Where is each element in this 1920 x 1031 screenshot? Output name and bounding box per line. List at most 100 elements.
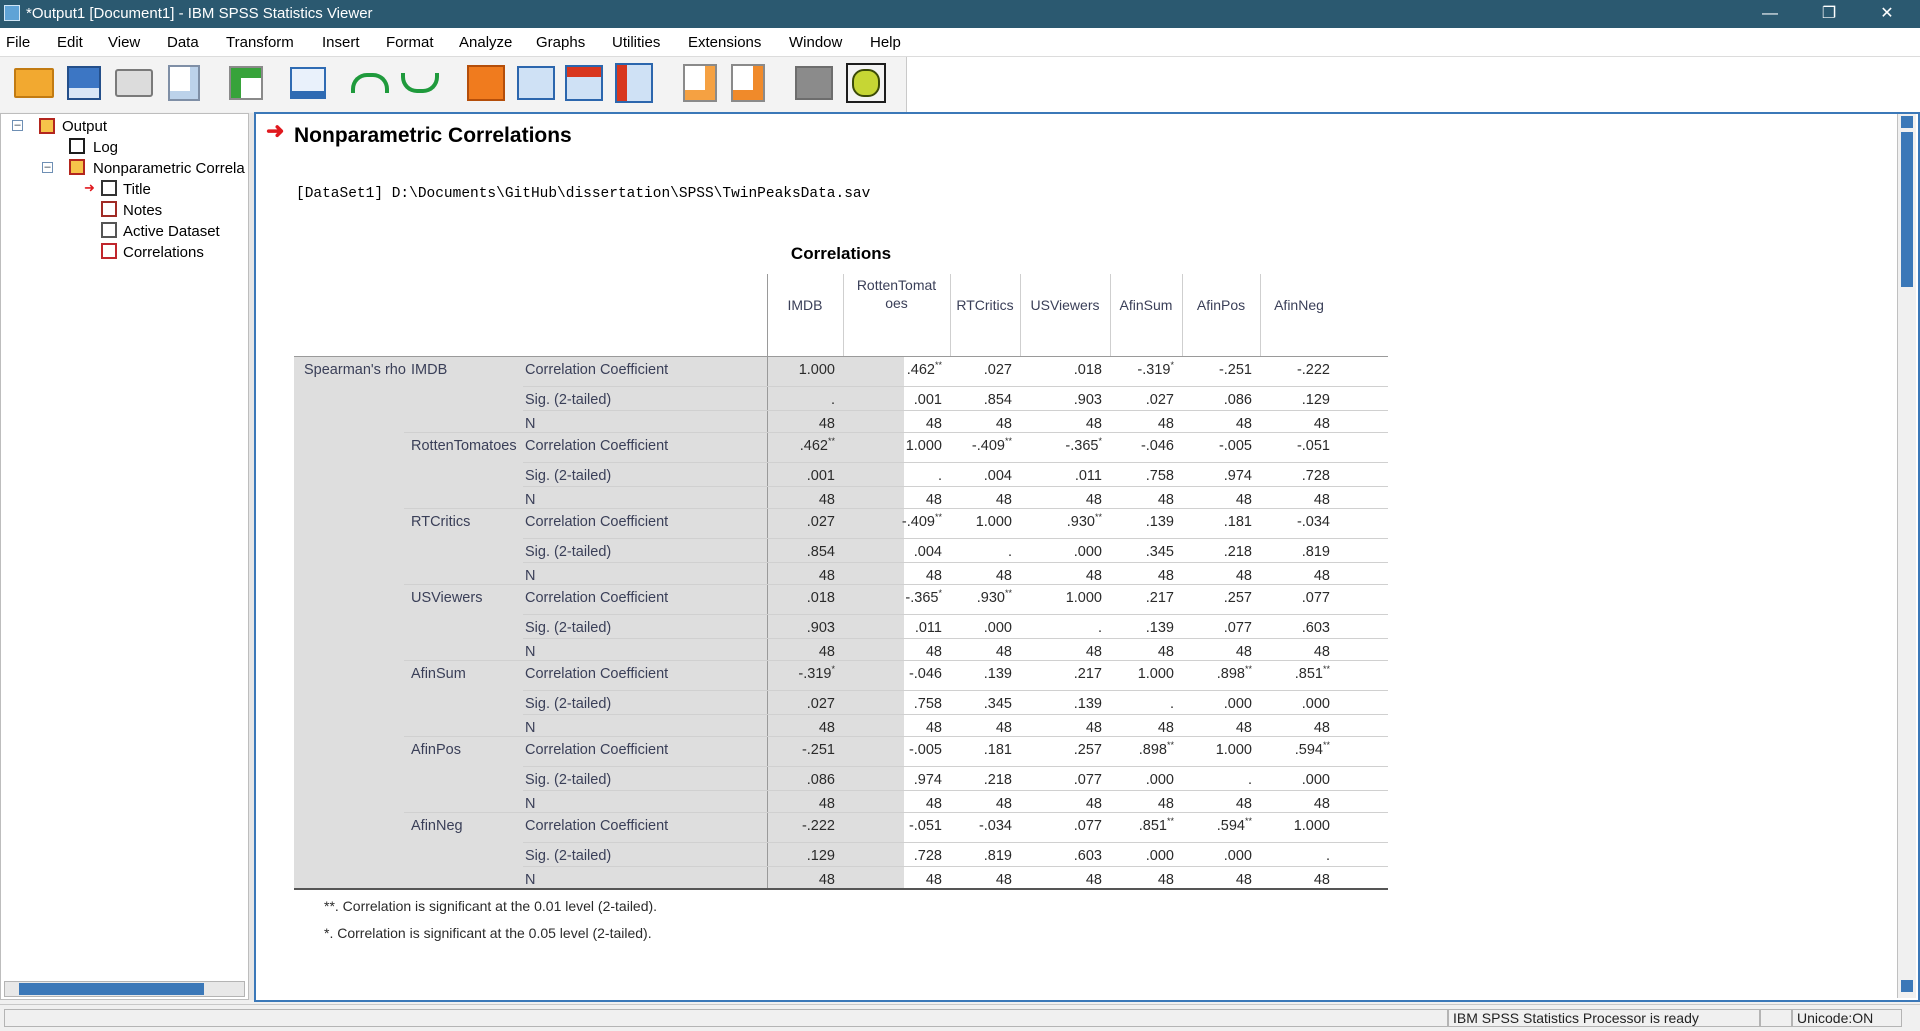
table-cell[interactable]: 48 bbox=[1260, 644, 1330, 660]
table-cell[interactable]: 48 bbox=[767, 492, 835, 508]
table-cell[interactable]: .077 bbox=[1020, 818, 1102, 834]
table-cell[interactable]: .011 bbox=[843, 620, 942, 636]
stop-icon[interactable] bbox=[794, 63, 834, 103]
outline-log[interactable]: Log bbox=[93, 139, 119, 156]
menu-utilities[interactable]: Utilities bbox=[612, 34, 661, 51]
table-cell[interactable]: .018 bbox=[1020, 362, 1102, 378]
table-cell[interactable]: 1.000 bbox=[950, 514, 1012, 530]
table-cell[interactable]: .462** bbox=[767, 436, 835, 454]
menu-help[interactable]: Help bbox=[870, 34, 901, 51]
outline-horizontal-scrollbar[interactable] bbox=[4, 981, 245, 997]
table-cell[interactable]: 48 bbox=[1110, 796, 1174, 812]
table-cell[interactable]: 48 bbox=[950, 796, 1012, 812]
outline-item-correlations[interactable]: Correlations bbox=[123, 244, 204, 261]
table-cell[interactable]: .758 bbox=[843, 696, 942, 712]
table-cell[interactable]: 48 bbox=[843, 568, 942, 584]
table-cell[interactable]: .603 bbox=[1260, 620, 1330, 636]
table-cell[interactable]: -.222 bbox=[767, 818, 835, 834]
table-cell[interactable]: .000 bbox=[1110, 772, 1174, 788]
table-cell[interactable]: -.034 bbox=[950, 818, 1012, 834]
table-cell[interactable]: .728 bbox=[843, 848, 942, 864]
table-cell[interactable]: .000 bbox=[1260, 696, 1330, 712]
table-cell[interactable]: .603 bbox=[1020, 848, 1102, 864]
table-cell[interactable]: . bbox=[1020, 620, 1102, 636]
table-cell[interactable]: .000 bbox=[1182, 696, 1252, 712]
table-cell[interactable]: .011 bbox=[1020, 468, 1102, 484]
correlations-table[interactable]: Correlations IMDB RottenTomat oes RTCritics U… bbox=[294, 244, 1388, 941]
print-preview-icon[interactable] bbox=[164, 63, 204, 103]
table-cell[interactable]: .077 bbox=[1260, 590, 1330, 606]
table-cell[interactable]: .139 bbox=[1110, 620, 1174, 636]
table-cell[interactable]: .139 bbox=[950, 666, 1012, 682]
menu-insert[interactable]: Insert bbox=[322, 34, 360, 51]
outline-proc[interactable]: Nonparametric Correla bbox=[93, 160, 245, 177]
table-cell[interactable]: 48 bbox=[1020, 872, 1102, 888]
output-heading[interactable]: Nonparametric Correlations bbox=[294, 124, 572, 147]
table-cell[interactable]: .851** bbox=[1260, 664, 1330, 682]
table-cell[interactable]: .181 bbox=[950, 742, 1012, 758]
restore-button[interactable]: ❐ bbox=[1821, 5, 1837, 22]
table-cell[interactable]: 1.000 bbox=[1020, 590, 1102, 606]
table-cell[interactable]: -.365* bbox=[1020, 436, 1102, 454]
menu-extensions[interactable]: Extensions bbox=[688, 34, 762, 51]
table-cell[interactable]: -.365* bbox=[843, 588, 942, 606]
table-cell[interactable]: 48 bbox=[767, 416, 835, 432]
table-cell[interactable]: 48 bbox=[767, 872, 835, 888]
table-cell[interactable]: .345 bbox=[1110, 544, 1174, 560]
table-cell[interactable]: .077 bbox=[1182, 620, 1252, 636]
table-cell[interactable]: . bbox=[843, 468, 942, 484]
menu-transform[interactable]: Transform bbox=[226, 34, 294, 51]
table-cell[interactable]: 1.000 bbox=[843, 438, 942, 454]
table-cell[interactable]: 48 bbox=[843, 416, 942, 432]
table-cell[interactable]: 48 bbox=[1110, 492, 1174, 508]
recall-dialog-icon[interactable] bbox=[288, 63, 328, 103]
table-cell[interactable]: .257 bbox=[1182, 590, 1252, 606]
table-cell[interactable]: .086 bbox=[767, 772, 835, 788]
table-cell[interactable]: -.319* bbox=[767, 664, 835, 682]
table-cell[interactable]: -.034 bbox=[1260, 514, 1330, 530]
minimize-button[interactable]: — bbox=[1762, 5, 1778, 22]
table-cell[interactable]: . bbox=[950, 544, 1012, 560]
table-cell[interactable]: .000 bbox=[1110, 848, 1174, 864]
table-cell[interactable]: 48 bbox=[1260, 796, 1330, 812]
table-cell[interactable]: 48 bbox=[1020, 416, 1102, 432]
table-cell[interactable]: .594** bbox=[1260, 740, 1330, 758]
table-cell[interactable]: 48 bbox=[1182, 568, 1252, 584]
table-cell[interactable]: .217 bbox=[1020, 666, 1102, 682]
table-cell[interactable]: 48 bbox=[843, 872, 942, 888]
table-cell[interactable]: .974 bbox=[843, 772, 942, 788]
table-cell[interactable]: 48 bbox=[1182, 720, 1252, 736]
table-cell[interactable]: 48 bbox=[1020, 568, 1102, 584]
table-cell[interactable]: 48 bbox=[1182, 416, 1252, 432]
undo-icon[interactable] bbox=[350, 63, 390, 103]
outline-item-title[interactable]: Title bbox=[123, 181, 151, 198]
table-cell[interactable]: 48 bbox=[767, 568, 835, 584]
variables-icon[interactable] bbox=[614, 63, 654, 103]
goto-variable-icon[interactable] bbox=[516, 63, 556, 103]
table-cell[interactable]: 48 bbox=[950, 872, 1012, 888]
table-cell[interactable]: .139 bbox=[1110, 514, 1174, 530]
table-cell[interactable]: .139 bbox=[1020, 696, 1102, 712]
table-cell[interactable]: .345 bbox=[950, 696, 1012, 712]
table-cell[interactable]: -.319* bbox=[1110, 360, 1174, 378]
table-cell[interactable]: .594** bbox=[1182, 816, 1252, 834]
table-cell[interactable]: 48 bbox=[1110, 416, 1174, 432]
content-scroll-thumb[interactable] bbox=[1901, 132, 1913, 287]
menu-data[interactable]: Data bbox=[167, 34, 199, 51]
menu-file[interactable]: File bbox=[6, 34, 31, 51]
table-cell[interactable]: .004 bbox=[843, 544, 942, 560]
table-cell[interactable]: 48 bbox=[950, 644, 1012, 660]
table-cell[interactable]: .000 bbox=[950, 620, 1012, 636]
table-cell[interactable]: -.005 bbox=[843, 742, 942, 758]
table-cell[interactable]: 48 bbox=[1110, 720, 1174, 736]
table-cell[interactable]: 48 bbox=[767, 644, 835, 660]
table-cell[interactable]: .974 bbox=[1182, 468, 1252, 484]
table-cell[interactable]: .218 bbox=[950, 772, 1012, 788]
table-cell[interactable]: 48 bbox=[1260, 720, 1330, 736]
table-cell[interactable]: .018 bbox=[767, 590, 835, 606]
table-cell[interactable]: 48 bbox=[950, 416, 1012, 432]
designate-window-icon[interactable] bbox=[846, 63, 886, 103]
table-cell[interactable]: 48 bbox=[767, 796, 835, 812]
table-cell[interactable]: 48 bbox=[767, 720, 835, 736]
table-cell[interactable]: .898** bbox=[1182, 664, 1252, 682]
